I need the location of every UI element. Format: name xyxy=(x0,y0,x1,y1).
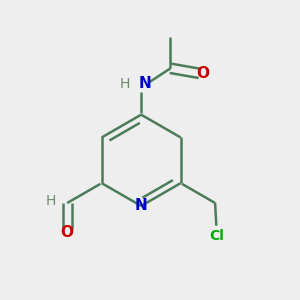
Text: N: N xyxy=(135,198,148,213)
Text: N: N xyxy=(138,76,151,91)
Text: H: H xyxy=(46,194,56,208)
Text: Cl: Cl xyxy=(209,229,224,243)
Text: O: O xyxy=(61,225,74,240)
Text: H: H xyxy=(120,77,130,91)
Text: O: O xyxy=(196,66,209,81)
